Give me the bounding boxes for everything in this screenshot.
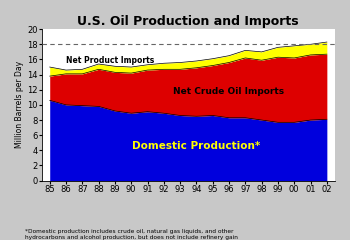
Title: U.S. Oil Production and Imports: U.S. Oil Production and Imports [77,15,299,28]
Text: Net Product Imports: Net Product Imports [66,56,154,65]
Text: *Domestic production includes crude oil, natural gas liquids, and other
hydrocar: *Domestic production includes crude oil,… [25,229,237,240]
Text: Net Crude Oil Imports: Net Crude Oil Imports [174,87,285,96]
Text: Domestic Production*: Domestic Production* [132,141,260,151]
Y-axis label: Million Barrels per Day: Million Barrels per Day [15,61,24,149]
